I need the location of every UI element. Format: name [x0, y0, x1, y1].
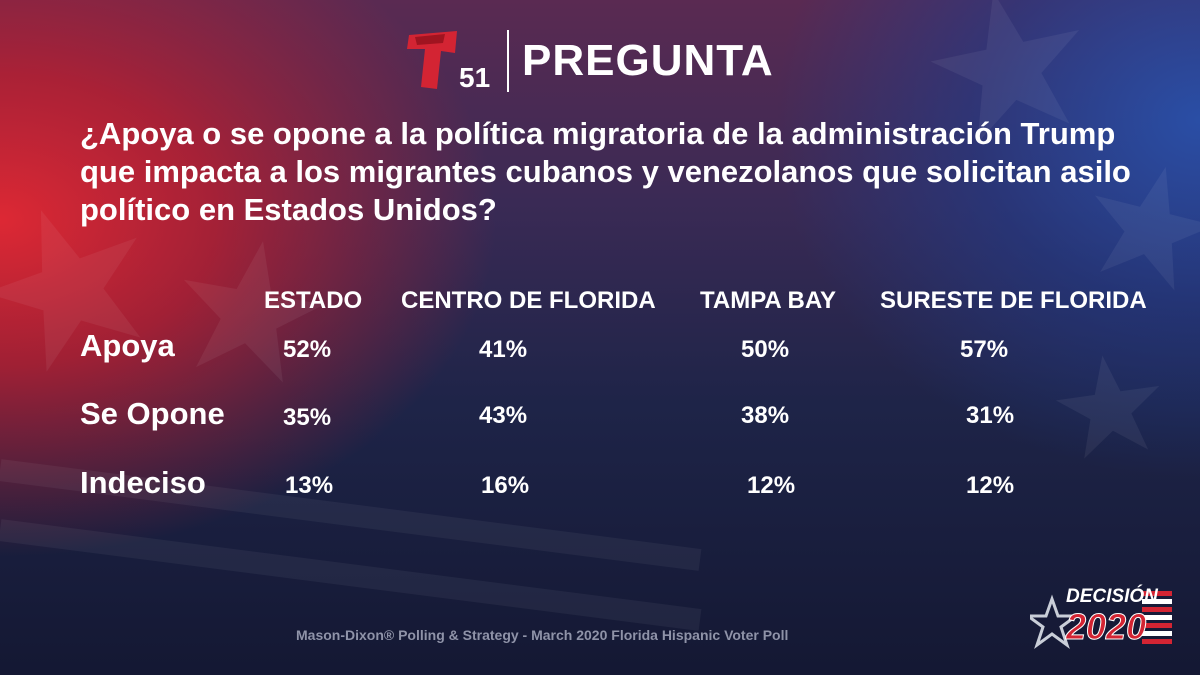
table-cell: 13% [285, 472, 334, 499]
table-cell: 41% [479, 336, 528, 363]
column-header-centro-de-florida: CENTRO DE FLORIDA [401, 287, 656, 314]
source-footer: Mason-Dixon® Polling & Strategy - March … [296, 627, 789, 643]
row-label-indeciso: Indeciso [80, 465, 206, 500]
table-cell: 38% [741, 402, 790, 429]
poll-question: ¿Apoya o se opone a la política migrator… [80, 116, 1131, 227]
badge-line2: 2020 [1065, 606, 1147, 647]
column-header-estado: ESTADO [264, 287, 363, 314]
page-title: PREGUNTA [522, 36, 774, 85]
table-cell: 31% [966, 402, 1015, 429]
row-label-se-opone: Se Opone [80, 396, 225, 431]
decision-2020-badge: DECISIÓN 2020 [1030, 585, 1176, 653]
column-header-sureste-de-florida: SURESTE DE FLORIDA [880, 287, 1147, 314]
table-cell: 16% [481, 472, 530, 499]
header: 51 PREGUNTA [405, 26, 774, 96]
header-divider [507, 30, 509, 92]
telemundo-51-logo: 51 [407, 31, 490, 93]
table-cell: 57% [960, 336, 1009, 363]
table-cell: 12% [747, 472, 796, 499]
badge-line1: DECISIÓN [1066, 586, 1158, 607]
table-cell: 43% [479, 402, 528, 429]
table-cell: 35% [283, 404, 332, 431]
table-cell: 12% [966, 472, 1015, 499]
column-header-tampa-bay: TAMPA BAY [700, 287, 837, 314]
logo-number: 51 [459, 62, 490, 93]
flag-star-icon [1030, 591, 1172, 649]
row-label-apoya: Apoya [80, 328, 175, 363]
table-cell: 52% [283, 336, 332, 363]
table-cell: 50% [741, 336, 790, 363]
